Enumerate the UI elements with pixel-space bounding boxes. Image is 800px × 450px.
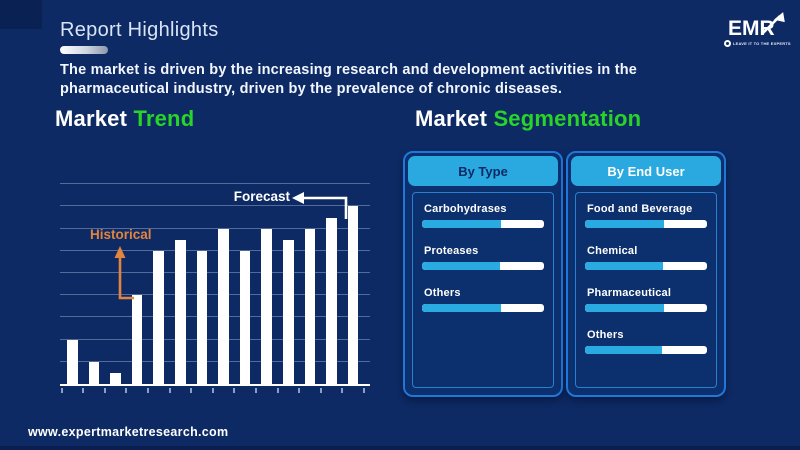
chart-axis-tick: [125, 388, 128, 393]
market-segmentation-title-green: Segmentation: [493, 106, 642, 131]
chart-axis-tick: [254, 388, 257, 393]
chart-axis-tick: [146, 388, 149, 393]
segment-label: Others: [587, 329, 624, 341]
chart-plot-area: [60, 182, 370, 386]
footer-link[interactable]: www.expertmarketresearch.com: [28, 425, 229, 439]
chart-axis-tick: [190, 388, 193, 393]
logo-tagline-row: LEAVE IT TO THE EXPERTS: [724, 40, 791, 47]
segment-item: Others: [585, 329, 707, 354]
segment-bar-track: [585, 304, 707, 312]
chart-bar: [326, 217, 337, 384]
segment-label: Food and Beverage: [587, 203, 693, 215]
segment-bar-fill: [585, 262, 664, 270]
chart-bar: [196, 250, 208, 384]
panel-by-end-user: By End User Food and Beverage Chemical Pha…: [566, 151, 726, 397]
logo-tagline: LEAVE IT TO THE EXPERTS: [733, 41, 791, 46]
chart-axis-tick: [82, 388, 85, 393]
chart-bar: [261, 228, 272, 384]
segment-item: Chemical: [585, 245, 707, 270]
chart-x-axis-ticks: [60, 388, 370, 394]
chart-axis-tick: [341, 388, 344, 393]
panel-by-type-body: Carbohydrases Proteases Others: [412, 192, 554, 388]
chart-axis-tick: [362, 388, 365, 393]
segment-item: Proteases: [422, 245, 544, 270]
headline-text: The market is driven by the increasing r…: [60, 62, 638, 98]
chart-axis-tick: [319, 388, 322, 393]
chart-bar: [347, 206, 359, 384]
segment-item: Food and Beverage: [585, 203, 707, 228]
segment-bar-track: [422, 220, 544, 228]
forecast-label: Forecast: [233, 189, 290, 204]
segment-item: Pharmaceutical: [585, 287, 707, 312]
segment-bar-track: [585, 346, 707, 354]
segment-label: Pharmaceutical: [587, 287, 672, 299]
page-title: Report Highlights: [60, 19, 219, 41]
segment-bar-fill: [585, 220, 665, 228]
chart-axis-tick: [103, 388, 106, 393]
chart-axis-tick: [233, 388, 236, 393]
chart-bar: [153, 250, 164, 384]
chart-bar: [175, 239, 186, 384]
segment-item: Others: [422, 287, 544, 312]
segment-label: Carbohydrases: [424, 203, 507, 215]
market-segmentation-title-white: Market: [415, 106, 488, 131]
chart-gridline: [60, 272, 370, 273]
chart-gridline: [60, 294, 370, 296]
panel-by-end-user-header: By End User: [571, 156, 721, 186]
market-trend-title-green: Trend: [133, 106, 195, 131]
chart-gridline: [60, 183, 370, 185]
chart-bar: [239, 250, 251, 384]
chart-bar: [283, 239, 294, 384]
segment-bar-fill: [422, 262, 501, 270]
segment-bar-fill: [585, 304, 665, 312]
chart-bar: [110, 372, 121, 384]
logo-text: EMR: [728, 17, 775, 40]
panel-by-end-user-body: Food and Beverage Chemical Pharmaceutical O…: [575, 192, 717, 388]
segment-bar-fill: [422, 220, 502, 228]
market-trend-title: Market Trend: [55, 106, 194, 132]
historical-label: Historical: [90, 227, 152, 242]
segment-bar-track: [585, 220, 707, 228]
logo-arrow-icon: [762, 12, 785, 34]
chart-bar: [131, 295, 143, 384]
chart-gridline: [60, 249, 370, 251]
chart-bar: [218, 228, 229, 384]
chart-axis-tick: [60, 388, 63, 393]
chart-gridline: [60, 360, 370, 362]
chart-bar: [88, 361, 100, 384]
emr-logo: EMR LEAVE IT TO THE EXPERTS: [714, 10, 791, 52]
corner-decoration: [0, 0, 42, 29]
segment-bar-fill: [422, 304, 502, 312]
segment-bar-track: [422, 262, 544, 270]
market-segmentation-title: Market Segmentation: [415, 106, 641, 132]
segment-label: Others: [424, 287, 461, 299]
title-underline: [60, 46, 108, 54]
chart-axis-tick: [298, 388, 301, 393]
logo-dot-icon: [724, 40, 731, 47]
chart-gridline: [60, 205, 370, 207]
market-trend-title-white: Market: [55, 106, 128, 131]
chart-axis-tick: [276, 388, 279, 393]
bottom-edge-strip: [0, 446, 800, 450]
panel-by-type: By Type Carbohydrases Proteases Others: [403, 151, 563, 397]
chart-bar: [304, 228, 316, 384]
chart-bar: [67, 339, 78, 384]
chart-gridline: [60, 227, 370, 229]
chart-gridline: [60, 316, 370, 318]
segment-item: Carbohydrases: [422, 203, 544, 228]
chart-axis-tick: [211, 388, 214, 393]
segment-label: Chemical: [587, 245, 638, 257]
segment-bar-fill: [585, 346, 662, 354]
market-trend-chart: Historical Forecast: [60, 182, 370, 394]
segment-bar-track: [585, 262, 707, 270]
chart-gridline: [60, 338, 370, 340]
panel-by-type-header: By Type: [408, 156, 558, 186]
segment-bar-track: [422, 304, 544, 312]
chart-axis-tick: [168, 388, 171, 393]
segment-label: Proteases: [424, 245, 479, 257]
